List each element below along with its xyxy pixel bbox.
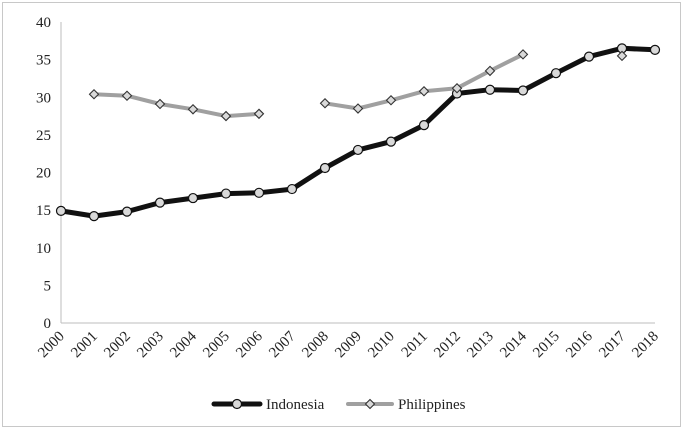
x-tick-label: 2005	[200, 329, 233, 362]
data-point	[154, 98, 166, 110]
x-tick-labels: 2000 2001 2002 2003 2004 2005 2006 2007 2008 2009…	[35, 328, 662, 361]
data-point	[649, 44, 661, 55]
legend: Indonesia Philippines	[211, 397, 466, 413]
x-tick-label: 2016	[563, 328, 596, 361]
data-point	[187, 192, 199, 204]
series-line	[92, 92, 261, 119]
x-tick-label: 2014	[497, 328, 530, 361]
y-tick-label: 5	[44, 278, 52, 294]
series-layer	[55, 43, 661, 222]
x-tick-label: 2004	[167, 328, 200, 361]
x-tick-label: 2015	[530, 329, 563, 362]
data-point	[220, 110, 232, 122]
data-point	[352, 103, 364, 114]
data-point	[451, 82, 463, 94]
legend-marker	[364, 398, 376, 410]
x-tick-label: 2006	[233, 328, 266, 361]
y-tick-label: 35	[36, 53, 51, 69]
x-tick-label: 2000	[35, 329, 68, 362]
data-point	[319, 97, 331, 109]
y-tick-label: 10	[36, 241, 51, 257]
legend-label: Philippines	[398, 397, 466, 413]
data-point	[88, 88, 100, 100]
data-point	[121, 206, 133, 217]
data-point	[550, 68, 562, 79]
data-point	[220, 188, 232, 199]
data-point	[352, 144, 364, 156]
x-tick-label: 2013	[464, 329, 497, 362]
data-point	[385, 136, 397, 147]
series-philippines	[88, 49, 628, 122]
x-tick-label: 2003	[134, 329, 167, 362]
data-point	[154, 197, 166, 208]
x-tick-label: 2009	[332, 329, 365, 362]
y-tick-label: 15	[36, 203, 51, 219]
y-tick-label: 0	[44, 316, 52, 332]
x-tick-label: 2002	[101, 329, 134, 362]
x-tick-label: 2017	[596, 328, 629, 361]
data-point	[187, 104, 199, 115]
data-point	[385, 94, 397, 106]
legend-item-philippines: Philippines	[346, 397, 466, 413]
data-point	[418, 119, 430, 131]
y-tick-label: 25	[36, 128, 51, 144]
y-tick-labels: 0 5 10 15 20 25 30 35 40	[36, 15, 51, 332]
legend-label: Indonesia	[266, 397, 325, 413]
x-tick-label: 2018	[629, 329, 662, 362]
series-line	[323, 52, 525, 111]
x-tick-label: 2001	[68, 329, 101, 362]
data-point	[286, 183, 298, 195]
x-tick-label: 2010	[365, 329, 398, 362]
legend-marker	[231, 398, 243, 410]
data-point	[88, 211, 100, 222]
data-point	[253, 187, 265, 198]
data-point	[121, 90, 133, 102]
data-point	[253, 108, 265, 120]
y-tick-label: 20	[36, 166, 51, 182]
data-point	[484, 65, 496, 77]
data-point	[616, 50, 628, 62]
data-point	[484, 84, 496, 95]
series-line	[58, 45, 658, 219]
x-tick-label: 2008	[299, 329, 332, 362]
data-point	[418, 85, 430, 97]
y-tick-label: 30	[36, 90, 51, 106]
data-point	[517, 49, 529, 60]
data-point	[319, 162, 331, 174]
legend-item-indonesia: Indonesia	[211, 397, 325, 413]
data-point	[517, 85, 529, 96]
x-tick-label: 2012	[431, 329, 464, 362]
y-tick-label: 40	[36, 15, 51, 31]
data-point	[583, 51, 595, 62]
data-point	[55, 205, 67, 216]
x-tick-label: 2007	[266, 328, 299, 361]
x-tick-label: 2011	[399, 329, 431, 361]
series-indonesia	[55, 43, 661, 222]
